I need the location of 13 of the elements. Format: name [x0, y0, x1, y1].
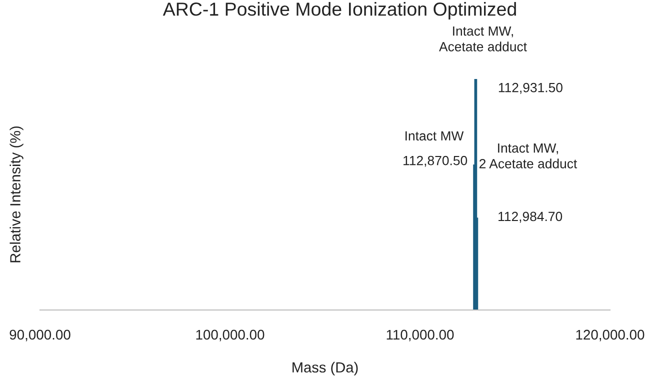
y-axis-title: Relative Intensity (%)	[10, 126, 24, 262]
text: Intact MW, Acetate adduct	[439, 26, 527, 52]
x-tick-label: 100,000.00	[196, 330, 264, 342]
x-tick-label: 90,000.00	[10, 330, 70, 342]
annotation: Intact MW	[406, 131, 464, 141]
x-tick-label: 110,000.00	[386, 330, 454, 342]
chart-title: ARC-1 Positive Mode Ionization Optimized	[162, 2, 516, 20]
x-tick-label: 120,000.00	[576, 330, 644, 342]
annotation: 112,984.70	[498, 212, 562, 223]
annotation: 112,870.50	[404, 156, 468, 167]
annotation: Intact MW, 2 Acetate adduct	[480, 144, 578, 168]
x-axis-title: Mass (Da)	[292, 362, 358, 376]
annotation: 112,931.50	[498, 82, 562, 94]
